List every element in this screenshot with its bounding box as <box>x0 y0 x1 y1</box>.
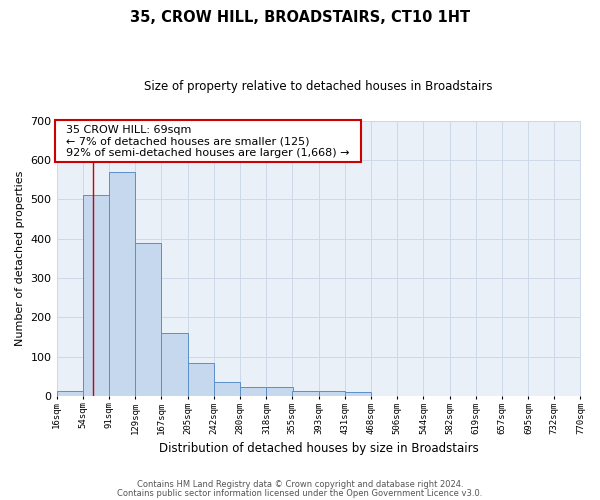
Bar <box>188 363 214 396</box>
Y-axis label: Number of detached properties: Number of detached properties <box>15 170 25 346</box>
Bar <box>56 390 83 396</box>
X-axis label: Distribution of detached houses by size in Broadstairs: Distribution of detached houses by size … <box>158 442 478 455</box>
Bar <box>292 390 319 396</box>
Bar <box>240 387 266 396</box>
Bar <box>214 382 240 396</box>
Bar <box>83 195 109 396</box>
Text: 35, CROW HILL, BROADSTAIRS, CT10 1HT: 35, CROW HILL, BROADSTAIRS, CT10 1HT <box>130 10 470 25</box>
Bar <box>109 172 135 396</box>
Bar <box>345 392 371 396</box>
Bar <box>319 391 345 396</box>
Title: Size of property relative to detached houses in Broadstairs: Size of property relative to detached ho… <box>144 80 493 93</box>
Bar <box>266 387 293 396</box>
Bar <box>135 244 161 396</box>
Text: 35 CROW HILL: 69sqm  
  ← 7% of detached houses are smaller (125)  
  92% of sem: 35 CROW HILL: 69sqm ← 7% of detached hou… <box>59 124 356 158</box>
Text: Contains public sector information licensed under the Open Government Licence v3: Contains public sector information licen… <box>118 490 482 498</box>
Bar <box>161 333 188 396</box>
Text: Contains HM Land Registry data © Crown copyright and database right 2024.: Contains HM Land Registry data © Crown c… <box>137 480 463 489</box>
